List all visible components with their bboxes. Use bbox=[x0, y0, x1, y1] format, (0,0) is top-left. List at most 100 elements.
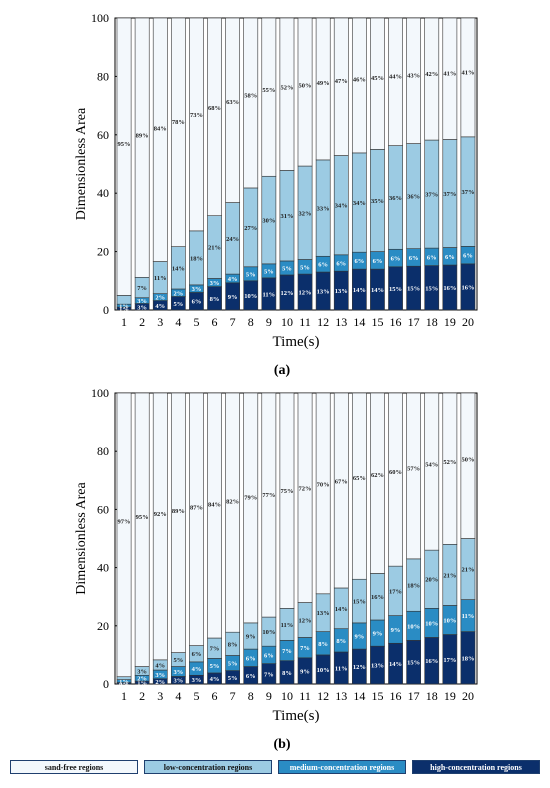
data-label: 35% bbox=[371, 198, 384, 205]
data-label: 9% bbox=[373, 631, 383, 638]
data-label: 75% bbox=[280, 488, 293, 495]
x-tick-label: 12 bbox=[317, 689, 329, 703]
data-label: 12% bbox=[299, 617, 312, 624]
x-tick-label: 17 bbox=[408, 689, 420, 703]
x-axis-label: Time(s) bbox=[273, 334, 320, 350]
bar-low bbox=[116, 676, 132, 680]
data-label: 12% bbox=[280, 290, 293, 297]
data-label: 3% bbox=[210, 280, 220, 287]
bar-sand-free bbox=[243, 392, 259, 624]
x-tick-label: 19 bbox=[444, 689, 456, 703]
data-label: 34% bbox=[335, 203, 348, 210]
data-label: 1% bbox=[137, 680, 147, 687]
data-label: 49% bbox=[317, 80, 330, 87]
data-label: 82% bbox=[226, 499, 239, 506]
data-label: 58% bbox=[244, 92, 257, 99]
data-label: 36% bbox=[407, 194, 420, 201]
data-label: 11% bbox=[462, 613, 475, 620]
y-tick-label: 60 bbox=[97, 128, 109, 142]
y-tick-label: 80 bbox=[97, 69, 109, 83]
x-tick-label: 2 bbox=[139, 315, 145, 329]
data-label: 10% bbox=[262, 629, 275, 636]
y-tick-label: 80 bbox=[97, 444, 109, 458]
data-label: 57% bbox=[407, 466, 420, 473]
bar-sand-free bbox=[152, 17, 168, 262]
data-label: 6% bbox=[427, 254, 437, 261]
data-label: 60% bbox=[389, 469, 402, 476]
bar-sand-free bbox=[116, 392, 132, 678]
data-label: 3% bbox=[173, 678, 183, 685]
data-label: 10% bbox=[317, 667, 330, 674]
plot-frame bbox=[114, 17, 478, 311]
bar-sand-free bbox=[297, 17, 313, 167]
legend-high: high-concentration regions bbox=[412, 760, 540, 774]
bar-sand-free bbox=[189, 392, 204, 646]
data-label: 95% bbox=[136, 514, 149, 521]
y-axis-label: Dimensionless Area bbox=[74, 107, 89, 220]
data-label: 50% bbox=[299, 83, 312, 90]
x-tick-label: 18 bbox=[426, 315, 438, 329]
data-label: 6% bbox=[336, 260, 346, 267]
data-label: 13% bbox=[335, 288, 348, 295]
data-label: 3% bbox=[155, 672, 165, 679]
data-label: 14% bbox=[172, 265, 185, 272]
data-label: 5% bbox=[228, 661, 238, 668]
legend-low-label: low-concentration regions bbox=[163, 762, 253, 772]
data-label: 16% bbox=[425, 658, 438, 665]
data-label: 63% bbox=[226, 99, 239, 106]
data-label: 4% bbox=[210, 676, 220, 683]
data-label: 37% bbox=[425, 192, 438, 199]
data-label: 10% bbox=[425, 620, 438, 627]
data-label: 84% bbox=[154, 126, 167, 133]
data-label: 27% bbox=[244, 225, 257, 232]
data-label: 46% bbox=[353, 77, 366, 84]
x-tick-label: 19 bbox=[444, 315, 456, 329]
data-label: 3% bbox=[173, 669, 183, 676]
x-tick-label: 9 bbox=[266, 315, 272, 329]
data-label: 77% bbox=[262, 492, 275, 499]
bar-sand-free bbox=[351, 17, 367, 154]
data-label: 50% bbox=[461, 456, 474, 463]
data-label: 21% bbox=[443, 572, 456, 579]
data-label: 15% bbox=[389, 286, 402, 293]
x-tick-label: 20 bbox=[462, 315, 474, 329]
data-label: 8% bbox=[282, 670, 292, 677]
bar-sand-free bbox=[333, 392, 349, 589]
data-label: 65% bbox=[353, 475, 366, 482]
data-label: 79% bbox=[244, 494, 257, 501]
bar-sand-free bbox=[370, 17, 385, 150]
data-label: 3% bbox=[192, 286, 202, 293]
data-label: 37% bbox=[443, 191, 456, 198]
data-label: 16% bbox=[443, 285, 456, 292]
data-label: 73% bbox=[190, 112, 203, 119]
data-label: 54% bbox=[425, 462, 438, 469]
y-tick-label: 40 bbox=[97, 561, 109, 575]
x-tick-label: 3 bbox=[157, 689, 163, 703]
data-label: 3% bbox=[137, 668, 147, 675]
y-tick-label: 0 bbox=[103, 677, 109, 691]
data-label: 9% bbox=[300, 668, 310, 675]
data-label: 1% bbox=[119, 303, 129, 310]
bar-sand-free bbox=[134, 17, 150, 278]
data-label: 9% bbox=[246, 633, 256, 640]
data-label: 5% bbox=[246, 271, 256, 278]
x-tick-label: 6 bbox=[212, 689, 218, 703]
y-tick-label: 60 bbox=[97, 502, 109, 516]
data-label: 15% bbox=[353, 599, 366, 606]
bar-sand-free bbox=[279, 392, 295, 609]
x-tick-label: 13 bbox=[335, 315, 347, 329]
x-tick-label: 11 bbox=[299, 315, 311, 329]
bar-sand-free bbox=[116, 17, 132, 296]
data-label: 11% bbox=[154, 275, 167, 282]
bar-sand-free bbox=[134, 392, 150, 667]
bar-sand-free bbox=[297, 392, 313, 603]
data-label: 4% bbox=[155, 303, 165, 310]
bar-sand-free bbox=[189, 17, 204, 232]
x-tick-label: 8 bbox=[248, 689, 254, 703]
x-tick-label: 1 bbox=[121, 315, 127, 329]
data-label: 72% bbox=[299, 485, 312, 492]
data-label: 6% bbox=[445, 254, 455, 261]
data-label: 17% bbox=[389, 588, 402, 595]
x-tick-label: 1 bbox=[121, 689, 127, 703]
